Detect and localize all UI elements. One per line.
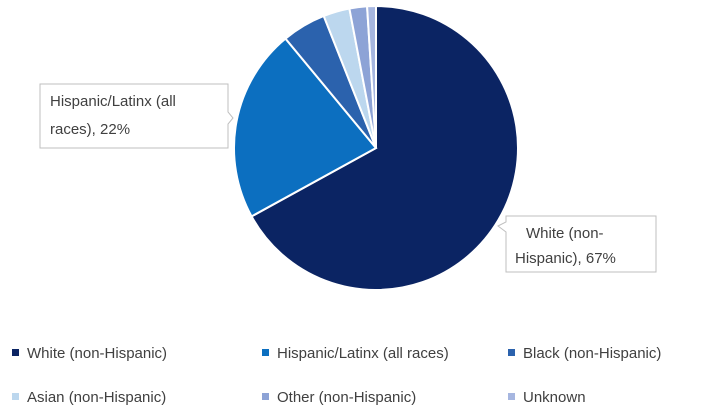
data-label-hispanic-line2: races), 22%	[50, 121, 130, 138]
pie-slice-unknown	[366, 4, 377, 149]
legend-item-other-non-hispanic: Other (non-Hispanic)	[262, 389, 416, 406]
legend-swatch-white-non-hispanic	[12, 349, 19, 356]
legend-item-white-non-hispanic: White (non-Hispanic)	[12, 345, 167, 362]
pie-slices	[233, 4, 519, 291]
data-label-white-line2: Hispanic), 67%	[515, 250, 616, 267]
legend-item-asian-non-hispanic: Asian (non-Hispanic)	[12, 389, 166, 406]
pie-slice-hispanic-latinx-all-races	[233, 37, 378, 218]
legend: White (non-Hispanic) Hispanic/Latinx (all…	[12, 345, 661, 406]
legend-label-hispanic-latinx-all-races: Hispanic/Latinx (all races)	[277, 345, 449, 362]
legend-label-asian-non-hispanic: Asian (non-Hispanic)	[27, 389, 166, 406]
legend-label-black-non-hispanic: Black (non-Hispanic)	[523, 345, 661, 362]
callout-box-white	[497, 215, 657, 273]
legend-label-white-non-hispanic: White (non-Hispanic)	[27, 345, 167, 362]
legend-swatch-black-non-hispanic	[508, 349, 515, 356]
data-label-white: White (non- Hispanic), 67%	[497, 215, 657, 273]
legend-label-unknown: Unknown	[523, 389, 586, 406]
data-label-hispanic-line1: Hispanic/Latinx (all	[50, 93, 176, 110]
legend-swatch-hispanic-latinx-all-races	[262, 349, 269, 356]
pie-slice-white-non-hispanic	[250, 4, 519, 291]
legend-item-hispanic-latinx-all-races: Hispanic/Latinx (all races)	[262, 345, 449, 362]
legend-swatch-asian-non-hispanic	[12, 393, 19, 400]
callout-box-hispanic	[39, 83, 234, 149]
legend-item-unknown: Unknown	[508, 389, 586, 406]
legend-item-black-non-hispanic: Black (non-Hispanic)	[508, 345, 661, 362]
legend-swatch-other-non-hispanic	[262, 393, 269, 400]
data-label-hispanic: Hispanic/Latinx (all races), 22%	[39, 83, 234, 149]
legend-label-other-non-hispanic: Other (non-Hispanic)	[277, 389, 416, 406]
legend-swatch-unknown	[508, 393, 515, 400]
data-label-white-line1: White (non-	[526, 225, 604, 242]
